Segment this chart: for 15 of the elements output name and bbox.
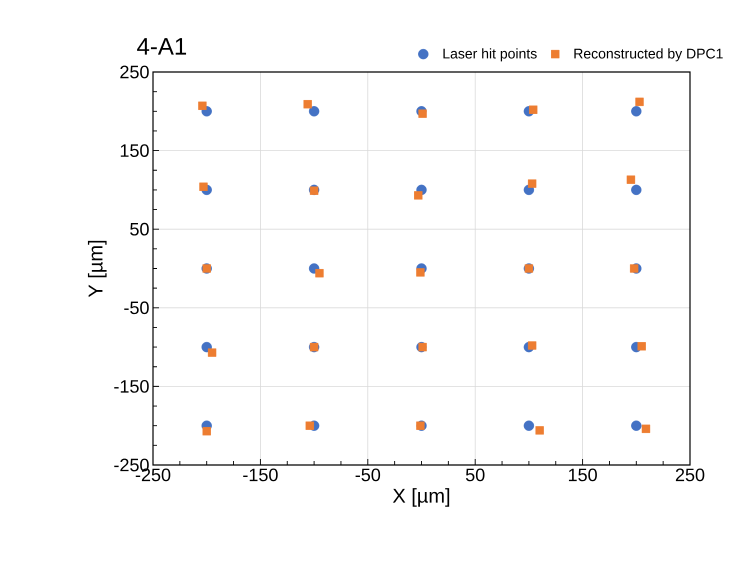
y-axis-title: Y [µm] <box>88 240 107 298</box>
x-axis-title: X [µm] <box>392 488 450 507</box>
y-tick-label: -50 <box>124 301 149 314</box>
x-tick-label: -50 <box>356 468 380 482</box>
legend-label: Laser hit points <box>443 48 537 62</box>
legend-label: Reconstructed by DPC1 <box>574 48 723 62</box>
x-tick-label: 250 <box>676 468 704 482</box>
y-tick-label: -150 <box>114 380 149 393</box>
y-tick-label: 250 <box>120 66 149 78</box>
x-tick-label: -150 <box>243 468 278 482</box>
chart-title: 4-A1 <box>137 38 186 55</box>
y-tick-label: 150 <box>120 144 149 157</box>
x-tick-label: 50 <box>466 468 485 482</box>
x-tick-label: 150 <box>568 468 597 482</box>
y-tick-label: 50 <box>130 222 149 236</box>
